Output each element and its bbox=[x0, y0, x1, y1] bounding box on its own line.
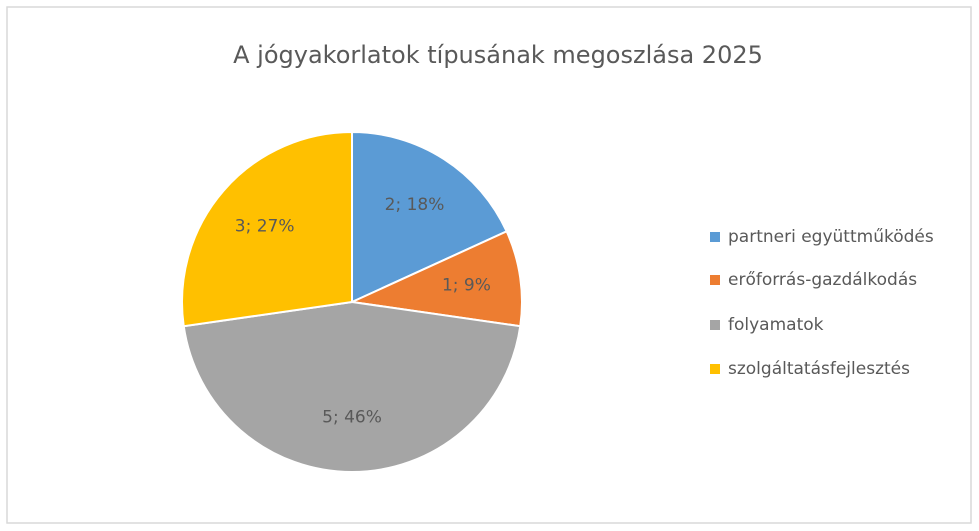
data-label: 3; 27% bbox=[235, 216, 295, 236]
legend-label: szolgáltatásfejlesztés bbox=[728, 359, 910, 379]
legend-label: partneri együttműködés bbox=[728, 227, 934, 247]
legend-label: erőforrás-gazdálkodás bbox=[728, 270, 917, 290]
pie-slice bbox=[181, 130, 353, 328]
legend-swatch bbox=[710, 320, 720, 330]
legend-label: folyamatok bbox=[728, 315, 824, 335]
legend-swatch bbox=[710, 232, 720, 242]
pie-slice bbox=[182, 300, 522, 473]
data-label: 2; 18% bbox=[385, 195, 445, 215]
legend-swatch bbox=[710, 364, 720, 374]
legend-swatch bbox=[710, 275, 720, 285]
chart-title: A jógyakorlatok típusának megoszlása 202… bbox=[233, 41, 763, 69]
data-label: 1; 9% bbox=[442, 276, 491, 296]
pie-slice bbox=[351, 130, 508, 304]
pie-slice bbox=[348, 230, 523, 328]
data-label: 5; 46% bbox=[322, 408, 382, 428]
